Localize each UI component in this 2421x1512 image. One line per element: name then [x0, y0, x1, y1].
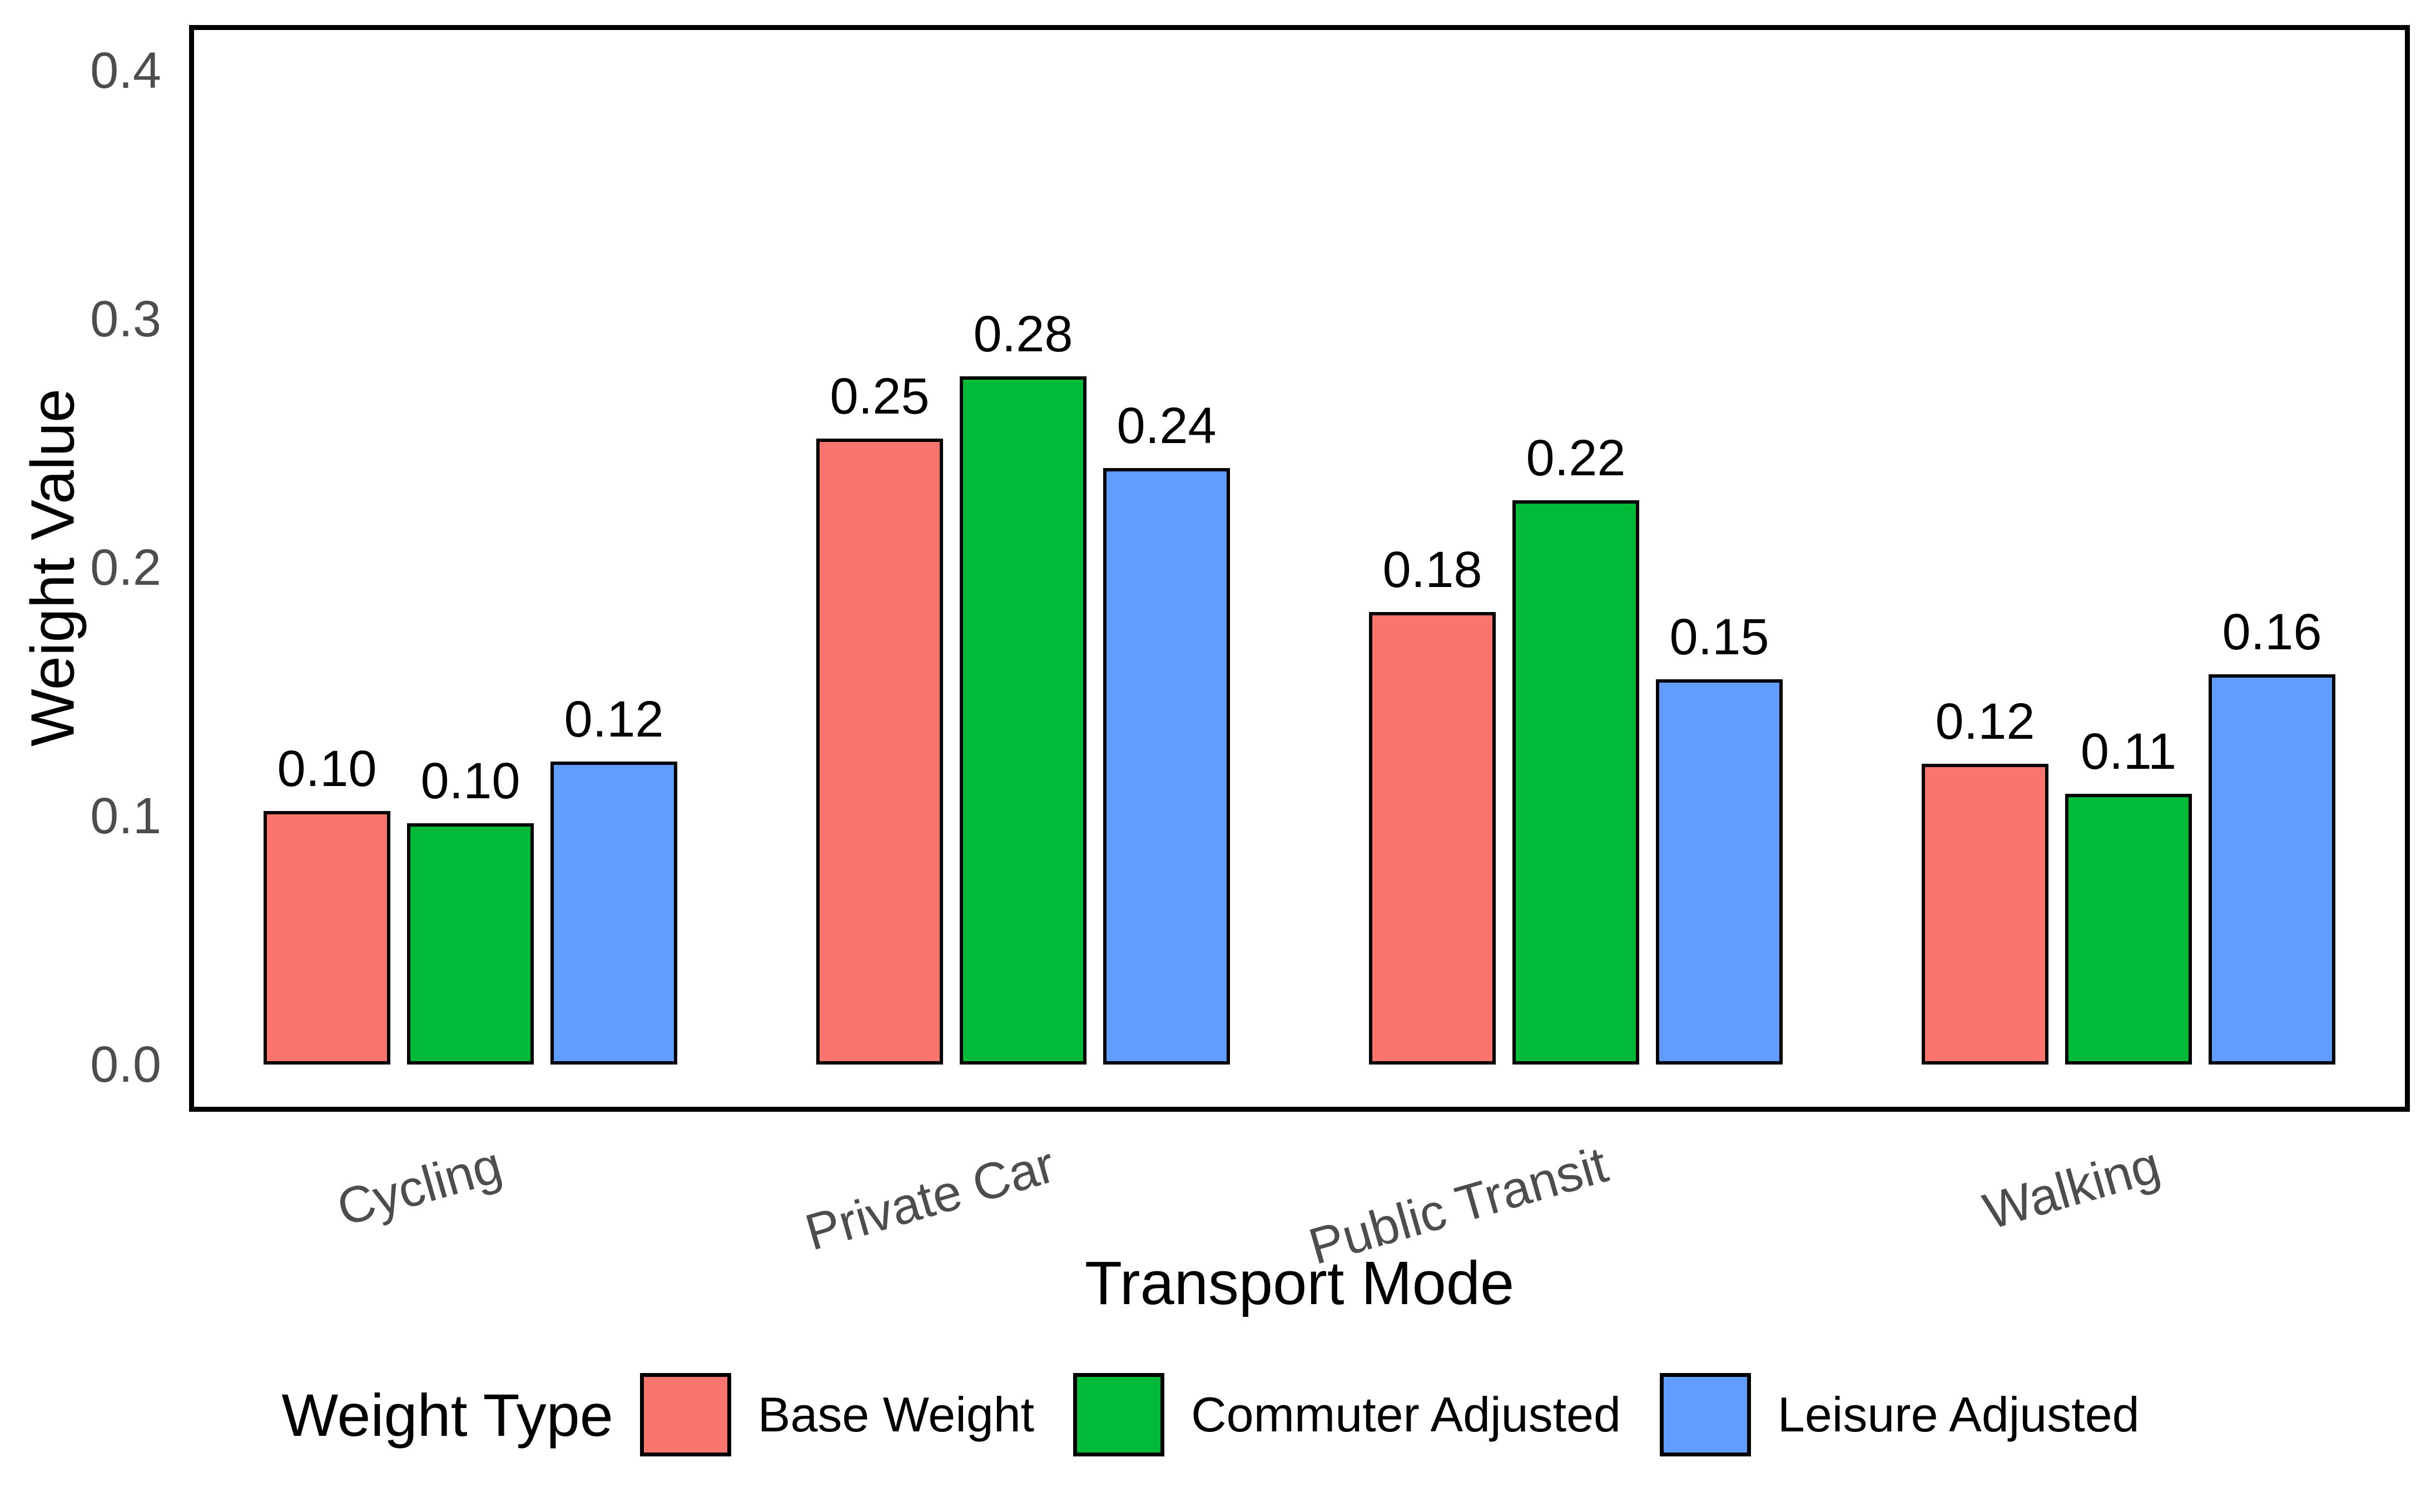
bar-walking-leisure-adjusted: [2209, 674, 2335, 1065]
bar-value-label: 0.16: [2222, 604, 2322, 661]
legend-title: Weight Type: [281, 1381, 613, 1449]
legend: Weight Type Base Weight Commuter Adjusted…: [0, 1373, 2421, 1456]
y-tick-label-0.4: 0.4: [90, 42, 161, 99]
bar-walking-commuter-adjusted: [2065, 793, 2192, 1065]
bar-value-label: 0.11: [2080, 723, 2177, 780]
bar-value-label: 0.12: [564, 690, 664, 748]
bar-value-label: 0.28: [973, 305, 1073, 362]
bar-public-transit-commuter-adjusted: [1512, 500, 1639, 1065]
legend-item-base-weight: Base Weight: [639, 1373, 1035, 1456]
x-tick-label-text: Private Car: [799, 1136, 1061, 1261]
legend-key-swatch: [639, 1373, 731, 1456]
bar-value-label: 0.10: [277, 740, 377, 798]
x-tick-label-text: Walking: [1977, 1136, 2166, 1241]
bar-private-car-commuter-adjusted: [960, 376, 1087, 1065]
bar-private-car-leisure-adjusted: [1103, 468, 1230, 1065]
bar-walking-base-weight: [1922, 764, 2048, 1065]
bar-value-label: 0.12: [1935, 693, 2035, 750]
bar-private-car-base-weight: [816, 438, 943, 1065]
legend-key-swatch: [1073, 1373, 1165, 1456]
x-tick-label-text: Cycling: [331, 1136, 508, 1237]
legend-label: Leisure Adjusted: [1777, 1387, 2140, 1442]
bar-public-transit-base-weight: [1369, 612, 1496, 1065]
y-tick-label-0.2: 0.2: [90, 539, 161, 596]
legend-item-commuter-adjusted: Commuter Adjusted: [1073, 1373, 1621, 1456]
bar-value-label: 0.22: [1526, 430, 1626, 487]
y-tick-label-0.1: 0.1: [90, 788, 161, 844]
bar-value-label: 0.25: [830, 367, 930, 425]
bar-value-label: 0.15: [1669, 609, 1769, 666]
bar-cycling-commuter-adjusted: [407, 823, 534, 1065]
bar-value-label: 0.24: [1117, 397, 1217, 455]
bar-cycling-base-weight: [264, 811, 390, 1065]
legend-label: Commuter Adjusted: [1191, 1387, 1621, 1442]
y-tick-label-0.0: 0.0: [90, 1036, 161, 1093]
y-tick-label-0.3: 0.3: [90, 291, 161, 347]
bar-public-transit-leisure-adjusted: [1656, 679, 1783, 1065]
legend-key-swatch: [1659, 1373, 1751, 1456]
legend-label: Base Weight: [757, 1387, 1035, 1442]
bar-value-label: 0.10: [420, 753, 520, 810]
bar-cycling-leisure-adjusted: [550, 761, 677, 1065]
x-axis-title: Transport Mode: [1084, 1249, 1515, 1317]
legend-item-leisure-adjusted: Leisure Adjusted: [1659, 1373, 2140, 1456]
y-axis-title: Weight Value: [18, 388, 87, 747]
bar-value-label: 0.18: [1382, 541, 1482, 599]
